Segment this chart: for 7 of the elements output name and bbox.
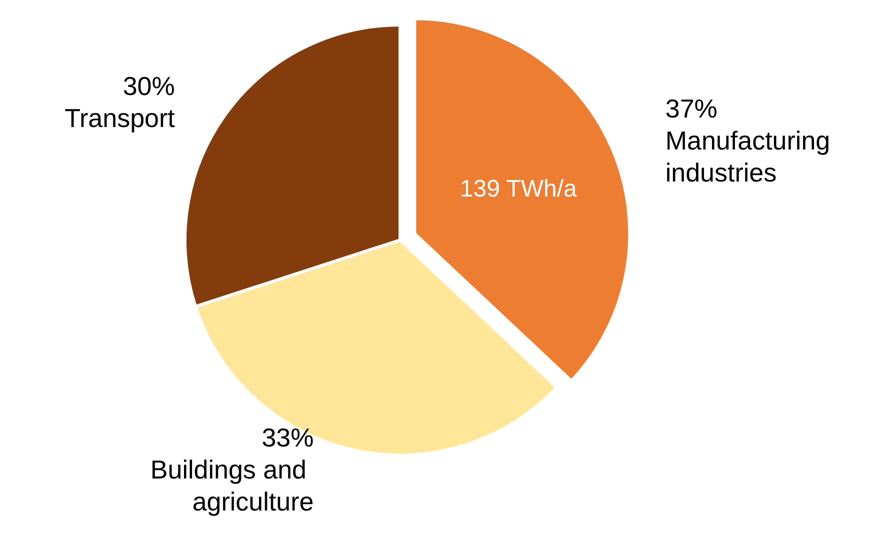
text: 139 TWh/a [460, 175, 578, 202]
slice-label: Buildings and agriculture [150, 454, 314, 516]
data-label: 33% [262, 422, 314, 452]
data-label: 37% [665, 93, 718, 124]
slice-label: Transport [64, 102, 176, 133]
data-label: 30% [122, 70, 175, 101]
slice-label: Manufacturing industries [665, 125, 838, 188]
